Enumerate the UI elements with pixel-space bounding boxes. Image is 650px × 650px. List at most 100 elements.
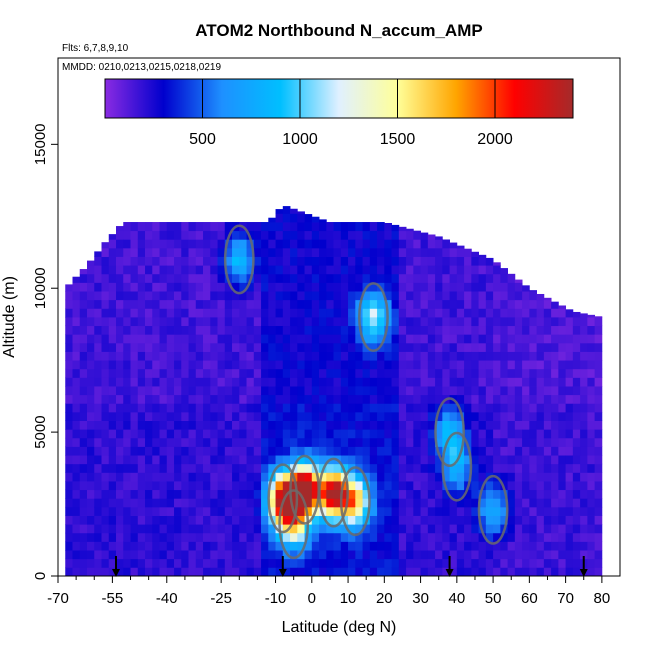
heatmap-cell bbox=[449, 515, 458, 525]
heatmap-cell bbox=[304, 334, 313, 344]
heatmap-cell bbox=[297, 308, 305, 318]
heatmap-cell bbox=[210, 377, 218, 387]
heatmap-cell bbox=[311, 394, 320, 404]
heatmap-cell bbox=[333, 429, 342, 439]
heatmap-cell bbox=[195, 368, 204, 378]
heatmap-cell bbox=[130, 489, 139, 499]
heatmap-cell bbox=[145, 411, 153, 421]
heatmap-cell bbox=[326, 532, 334, 542]
heatmap-cell bbox=[413, 273, 421, 283]
heatmap-cell bbox=[101, 360, 110, 370]
heatmap-cell bbox=[319, 282, 327, 292]
heatmap-cell bbox=[427, 403, 436, 413]
heatmap-cell bbox=[377, 532, 385, 542]
heatmap-cell bbox=[369, 222, 378, 232]
heatmap-cell bbox=[275, 291, 284, 301]
heatmap-cell bbox=[152, 351, 160, 361]
heatmap-cell bbox=[304, 481, 313, 491]
heatmap-cell bbox=[514, 463, 523, 473]
heatmap-cell bbox=[333, 558, 342, 568]
heatmap-cell bbox=[116, 429, 124, 439]
heatmap-cell bbox=[145, 256, 153, 266]
heatmap-cell bbox=[275, 317, 284, 327]
heatmap-cell bbox=[333, 472, 342, 482]
heatmap-cell bbox=[536, 541, 545, 551]
heatmap-cell bbox=[362, 541, 371, 551]
heatmap-cell bbox=[435, 273, 443, 283]
heatmap-cell bbox=[391, 239, 400, 249]
heatmap-cell bbox=[253, 386, 262, 396]
heatmap-cell bbox=[87, 498, 95, 508]
heatmap-cell bbox=[195, 230, 204, 240]
heatmap-cell bbox=[246, 506, 255, 516]
heatmap-cell bbox=[195, 446, 204, 456]
heatmap-cell bbox=[406, 325, 414, 335]
heatmap-cell bbox=[130, 420, 139, 430]
heatmap-cell bbox=[195, 299, 204, 309]
heatmap-cell bbox=[391, 489, 400, 499]
heatmap-cell bbox=[195, 282, 204, 292]
heatmap-cell bbox=[514, 429, 523, 439]
heatmap-cell bbox=[145, 437, 153, 447]
heatmap-cell bbox=[311, 524, 320, 534]
heatmap-cell bbox=[377, 273, 385, 283]
heatmap-cell bbox=[282, 265, 291, 275]
heatmap-cell bbox=[449, 455, 458, 465]
heatmap-cell bbox=[435, 360, 443, 370]
heatmap-cell bbox=[362, 411, 371, 421]
heatmap-cell bbox=[304, 222, 313, 232]
heatmap-cell bbox=[580, 515, 588, 525]
heatmap-cell bbox=[456, 481, 465, 491]
heatmap-cell bbox=[420, 317, 429, 327]
heatmap-cell bbox=[398, 282, 407, 292]
heatmap-cell bbox=[94, 429, 102, 439]
heatmap-cell bbox=[203, 429, 211, 439]
heatmap-cell bbox=[333, 377, 342, 387]
heatmap-cell bbox=[123, 567, 131, 576]
heatmap-cell bbox=[116, 446, 124, 456]
heatmap-cell bbox=[384, 455, 392, 465]
heatmap-cell bbox=[311, 386, 320, 396]
heatmap-cell bbox=[181, 360, 189, 370]
heatmap-cell bbox=[65, 291, 73, 301]
heatmap-cell bbox=[290, 368, 298, 378]
heatmap-cell bbox=[507, 411, 516, 421]
heatmap-cell bbox=[282, 532, 291, 542]
heatmap-cell bbox=[413, 420, 421, 430]
heatmap-cell bbox=[572, 334, 581, 344]
heatmap-cell bbox=[268, 342, 276, 352]
colorbar-tick-label: 500 bbox=[189, 131, 216, 148]
heatmap-cell bbox=[507, 481, 516, 491]
heatmap-cell bbox=[406, 463, 414, 473]
heatmap-cell bbox=[290, 247, 298, 257]
heatmap-cell bbox=[137, 317, 146, 327]
heatmap-cell bbox=[319, 489, 327, 499]
heatmap-cell bbox=[333, 541, 342, 551]
heatmap-cell bbox=[369, 317, 378, 327]
heatmap-cell bbox=[536, 360, 545, 370]
heatmap-cell bbox=[94, 567, 102, 576]
heatmap-cell bbox=[145, 342, 153, 352]
heatmap-cell bbox=[572, 455, 581, 465]
heatmap-cell bbox=[79, 394, 88, 404]
heatmap-cell bbox=[362, 498, 371, 508]
heatmap-cell bbox=[565, 411, 574, 421]
heatmap-cell bbox=[137, 403, 146, 413]
heatmap-cell bbox=[253, 515, 262, 525]
heatmap-cell bbox=[543, 489, 552, 499]
heatmap-cell bbox=[485, 532, 494, 542]
heatmap-cell bbox=[65, 437, 73, 447]
heatmap-cell bbox=[522, 455, 530, 465]
heatmap-cell bbox=[522, 285, 530, 292]
heatmap-cell bbox=[239, 567, 247, 576]
heatmap-cell bbox=[485, 541, 494, 551]
heatmap-cell bbox=[340, 360, 349, 370]
heatmap-cell bbox=[471, 291, 479, 301]
heatmap-cell bbox=[493, 291, 501, 301]
x-tick-label: 30 bbox=[412, 590, 429, 607]
heatmap-cell bbox=[108, 265, 117, 275]
heatmap-cell bbox=[290, 394, 298, 404]
heatmap-cell bbox=[203, 368, 211, 378]
heatmap-cell bbox=[253, 532, 262, 542]
heatmap-cell bbox=[304, 394, 313, 404]
